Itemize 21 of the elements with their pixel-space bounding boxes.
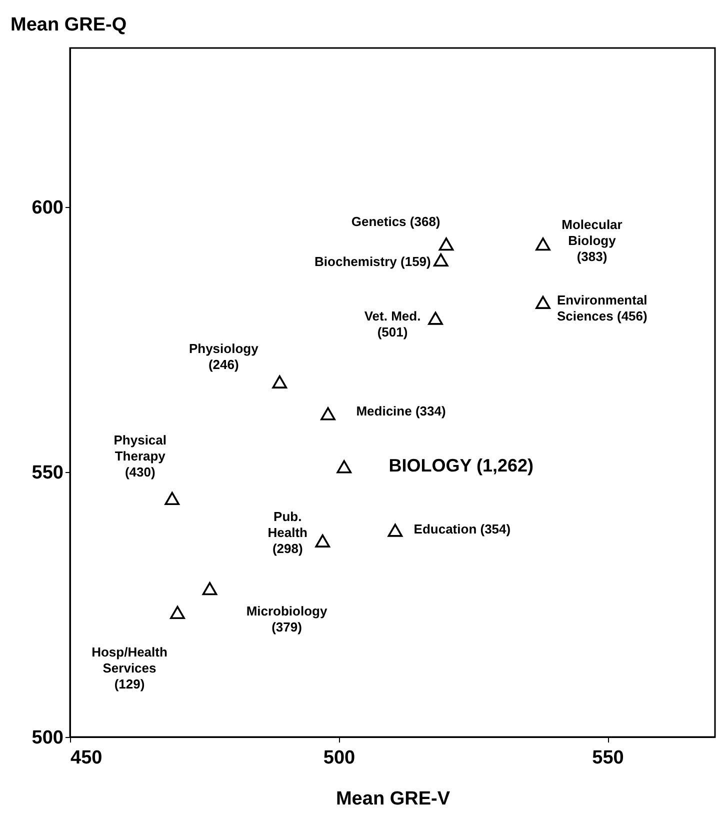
x-tick-label: 550 bbox=[592, 748, 624, 768]
annotation: Environmental Sciences (456) bbox=[557, 292, 648, 324]
annotation: Pub. Health (298) bbox=[268, 508, 308, 556]
annotation: Medicine (334) bbox=[356, 404, 446, 419]
annotation: Microbiology (379) bbox=[246, 604, 328, 635]
y-axis-title: Mean GRE-Q bbox=[10, 14, 127, 36]
x-tick-label: 450 bbox=[70, 748, 102, 768]
x-axis-title: Mean GRE-V bbox=[336, 788, 450, 810]
annotation: Biochemistry (159) bbox=[314, 254, 431, 269]
y-tick-label: 600 bbox=[32, 198, 64, 218]
x-tick-label: 500 bbox=[323, 748, 356, 768]
annotation: Hosp/Health Services (129) bbox=[92, 644, 168, 692]
annotation: Vet. Med. (501) bbox=[364, 308, 421, 340]
annotation: Education (354) bbox=[414, 521, 511, 536]
y-tick-label: 550 bbox=[32, 462, 64, 484]
annotation: Molecular Biology (383) bbox=[562, 217, 622, 264]
annotation: BIOLOGY (1,262) bbox=[388, 456, 534, 476]
annotation: Physical Therapy (430) bbox=[114, 432, 167, 480]
y-tick-label: 500 bbox=[32, 728, 64, 748]
annotation: Physiology (246) bbox=[188, 340, 260, 372]
annotation: Genetics (368) bbox=[351, 214, 440, 230]
